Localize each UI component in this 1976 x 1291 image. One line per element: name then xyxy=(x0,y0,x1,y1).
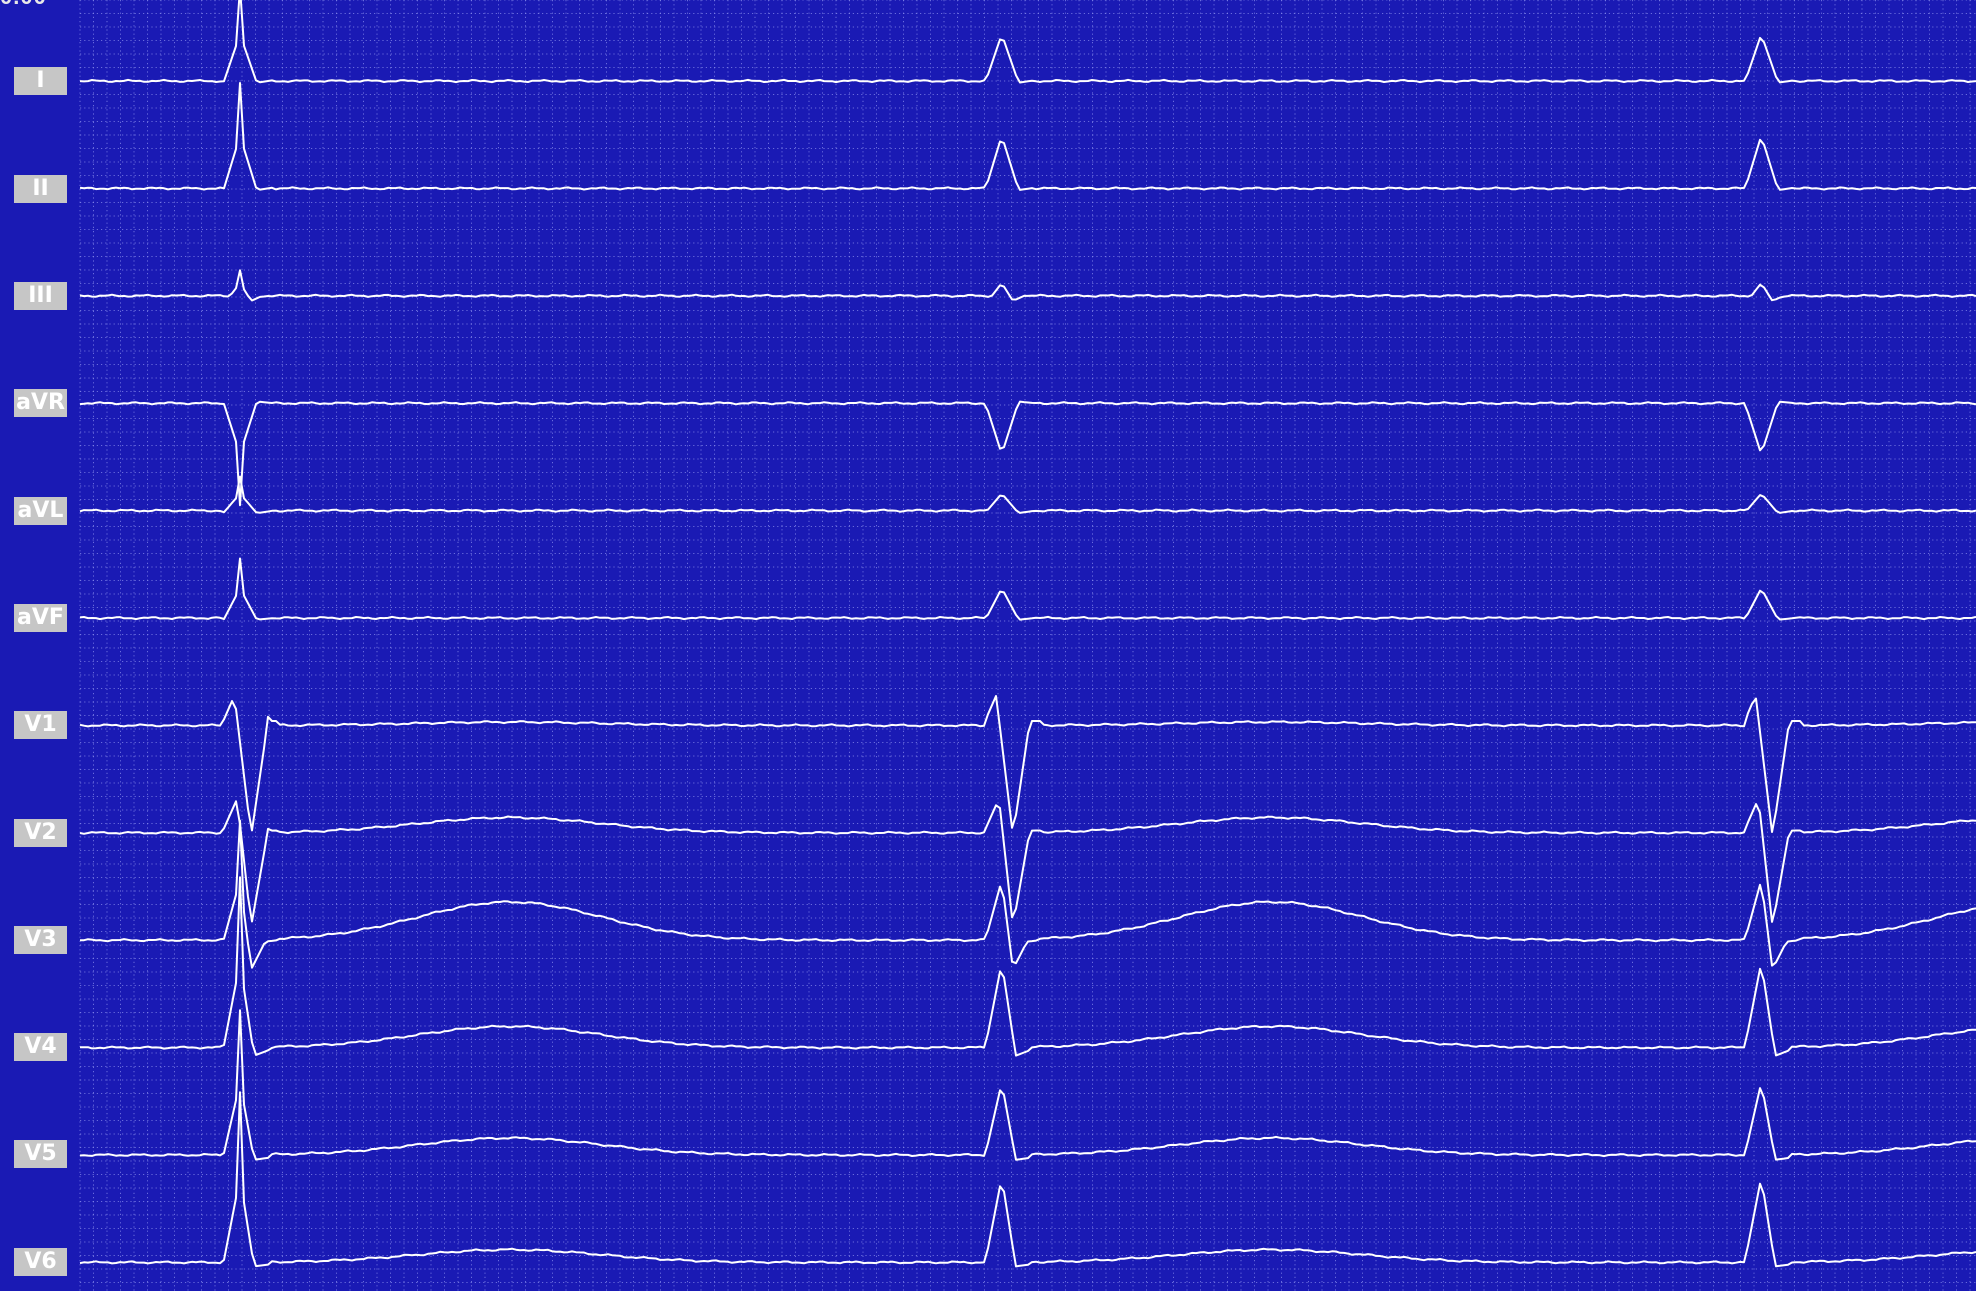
ecg-trace-avl xyxy=(79,475,1976,514)
timestamp-label: 0.00 xyxy=(0,0,47,8)
lead-label-iii[interactable]: III xyxy=(14,282,67,310)
ecg-trace-ii xyxy=(79,82,1976,191)
ecg-trace-i xyxy=(79,0,1976,84)
ecg-grid xyxy=(79,0,1976,1291)
ecg-trace-v5 xyxy=(79,1009,1976,1161)
ecg-trace-v4 xyxy=(79,876,1976,1057)
lead-label-avr[interactable]: aVR xyxy=(14,389,67,417)
ecg-trace-iii xyxy=(79,269,1976,302)
lead-label-v3[interactable]: V3 xyxy=(14,926,67,954)
ecg-trace-v6 xyxy=(79,1091,1976,1268)
lead-label-v4[interactable]: V4 xyxy=(14,1033,67,1061)
lead-label-i[interactable]: I xyxy=(14,67,67,95)
lead-label-v6[interactable]: V6 xyxy=(14,1248,67,1276)
lead-label-v5[interactable]: V5 xyxy=(14,1140,67,1168)
ecg-trace-avf xyxy=(79,557,1976,621)
ecg-trace-v1 xyxy=(79,695,1976,833)
lead-label-avf[interactable]: aVF xyxy=(14,604,67,632)
ecg-trace-v3 xyxy=(80,819,1976,969)
lead-label-ii[interactable]: II xyxy=(14,175,67,203)
lead-label-avl[interactable]: aVL xyxy=(14,497,67,525)
lead-label-v1[interactable]: V1 xyxy=(14,711,67,739)
ecg-traces xyxy=(79,0,1976,1268)
ecg-trace-avr xyxy=(79,400,1976,507)
ecg-trace-v2 xyxy=(79,800,1976,923)
lead-label-v2[interactable]: V2 xyxy=(14,819,67,847)
